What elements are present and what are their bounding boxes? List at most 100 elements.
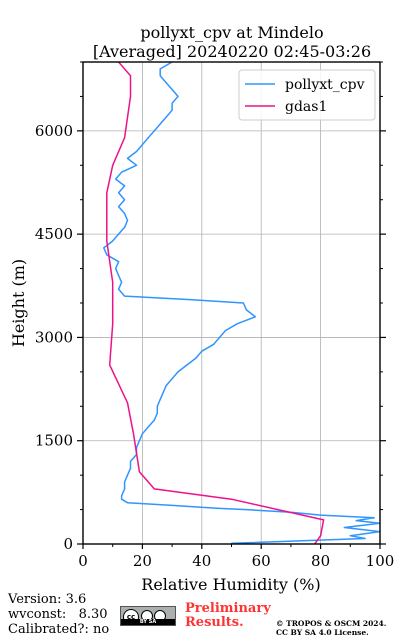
data-point-pollyxt-cpv	[242, 302, 244, 304]
x-axis-label: Relative Humidity (%)	[141, 575, 320, 594]
data-point-pollyxt-cpv	[177, 371, 179, 373]
data-point-pollyxt-cpv	[266, 510, 268, 512]
data-point-gdas1	[112, 323, 114, 325]
data-point-pollyxt-cpv	[320, 514, 322, 516]
data-point-pollyxt-cpv	[213, 343, 215, 345]
data-point-pollyxt-cpv	[171, 102, 173, 104]
data-point-pollyxt-cpv	[123, 295, 126, 297]
data-point-pollyxt-cpv	[349, 535, 351, 537]
wvconst-text: wvconst: 8.30	[8, 607, 108, 622]
data-point-pollyxt-cpv	[123, 226, 126, 228]
cc-label: BY SA	[121, 619, 175, 625]
preliminary-results-note: Preliminary Results.	[185, 602, 271, 630]
data-point-gdas1	[126, 402, 129, 404]
data-point-pollyxt-cpv	[121, 495, 123, 497]
data-point-gdas1	[106, 240, 108, 242]
x-tick-label: 80	[311, 552, 330, 570]
data-point-pollyxt-cpv	[141, 433, 143, 435]
data-point-pollyxt-cpv	[129, 460, 132, 462]
data-point-pollyxt-cpv	[135, 164, 138, 166]
data-point-gdas1	[320, 535, 322, 537]
data-point-pollyxt-cpv	[156, 405, 158, 407]
copyright-line-2: CC BY SA 4.0 License.	[276, 628, 369, 637]
data-point-pollyxt-cpv	[177, 95, 179, 98]
data-point-pollyxt-cpv	[115, 178, 117, 180]
data-point-pollyxt-cpv	[165, 385, 167, 387]
data-point-pollyxt-cpv	[195, 357, 197, 359]
data-point-gdas1	[106, 192, 108, 194]
data-point-pollyxt-cpv	[343, 526, 345, 529]
data-point-pollyxt-cpv	[153, 419, 155, 421]
chart-title: pollyxt_cpv at Mindelo	[140, 23, 323, 42]
data-point-pollyxt-cpv	[103, 247, 105, 249]
chart-subtitle: [Averaged] 20240220 02:45-03:26	[93, 42, 371, 61]
data-point-gdas1	[230, 498, 233, 500]
data-point-pollyxt-cpv	[364, 537, 366, 540]
y-tick-label: 0	[63, 535, 73, 553]
grid-lines	[82, 62, 381, 545]
data-point-pollyxt-cpv	[123, 481, 126, 483]
data-point-pollyxt-cpv	[216, 507, 218, 509]
series-line-pollyxt-cpv	[103, 62, 380, 544]
data-point-gdas1	[112, 281, 114, 283]
plot-frame	[82, 61, 381, 545]
x-tick-label: 40	[192, 552, 211, 570]
y-tick-label: 6000	[35, 122, 73, 140]
data-point-pollyxt-cpv	[219, 336, 221, 339]
calibrated-text: Calibrated?: no	[8, 622, 110, 637]
data-point-pollyxt-cpv	[135, 150, 138, 153]
data-point-pollyxt-cpv	[121, 281, 123, 283]
x-tick-label: 100	[366, 552, 395, 570]
data-point-gdas1	[153, 488, 155, 490]
data-point-pollyxt-cpv	[118, 192, 120, 194]
data-point-pollyxt-cpv	[126, 219, 129, 221]
data-point-gdas1	[112, 164, 114, 166]
data-point-pollyxt-cpv	[186, 364, 188, 366]
data-point-pollyxt-cpv	[171, 378, 173, 380]
data-point-pollyxt-cpv	[171, 109, 173, 111]
data-point-pollyxt-cpv	[254, 316, 256, 318]
data-point-gdas1	[109, 364, 111, 366]
data-point-pollyxt-cpv	[171, 88, 173, 91]
data-point-pollyxt-cpv	[121, 171, 123, 173]
legend-label-gdas1: gdas1	[285, 99, 327, 115]
data-point-pollyxt-cpv	[118, 233, 120, 235]
data-point-pollyxt-cpv	[112, 240, 114, 242]
data-point-pollyxt-cpv	[123, 488, 126, 490]
data-point-pollyxt-cpv	[123, 212, 126, 215]
plot-series	[103, 62, 380, 544]
data-point-pollyxt-cpv	[123, 199, 126, 201]
data-point-pollyxt-cpv	[118, 288, 120, 290]
data-point-gdas1	[322, 519, 325, 521]
data-point-pollyxt-cpv	[165, 82, 167, 84]
data-point-pollyxt-cpv	[141, 144, 143, 146]
y-axis-label: Height (m)	[9, 259, 28, 347]
data-point-pollyxt-cpv	[118, 206, 120, 208]
copyright-line-1: © TROPOS & OSCM 2024.	[276, 619, 387, 628]
data-point-pollyxt-cpv	[245, 309, 247, 311]
data-point-pollyxt-cpv	[115, 267, 117, 270]
axis-ticks: 0 20 40 60 80 100 0 1500 3000 4500 6000	[35, 61, 395, 570]
data-point-pollyxt-cpv	[147, 137, 149, 139]
y-tick-label: 4500	[35, 225, 73, 243]
data-point-pollyxt-cpv	[189, 298, 191, 301]
x-tick-label: 20	[133, 552, 152, 570]
data-point-gdas1	[129, 95, 132, 98]
data-point-pollyxt-cpv	[126, 502, 129, 504]
data-point-pollyxt-cpv	[159, 123, 161, 125]
data-point-gdas1	[123, 137, 126, 139]
preliminary-line-1: Preliminary	[185, 601, 271, 616]
cc-license-logo: cc BY SA	[120, 606, 176, 626]
data-point-pollyxt-cpv	[126, 474, 129, 476]
data-point-pollyxt-cpv	[355, 519, 357, 522]
data-point-pollyxt-cpv	[138, 440, 141, 442]
data-point-pollyxt-cpv	[156, 412, 158, 414]
data-point-gdas1	[138, 471, 141, 473]
data-point-pollyxt-cpv	[373, 517, 375, 519]
legend-box	[238, 69, 376, 121]
preliminary-line-2: Results.	[185, 615, 244, 630]
data-point-pollyxt-cpv	[123, 185, 126, 187]
data-point-pollyxt-cpv	[147, 426, 149, 428]
data-point-pollyxt-cpv	[224, 329, 227, 332]
